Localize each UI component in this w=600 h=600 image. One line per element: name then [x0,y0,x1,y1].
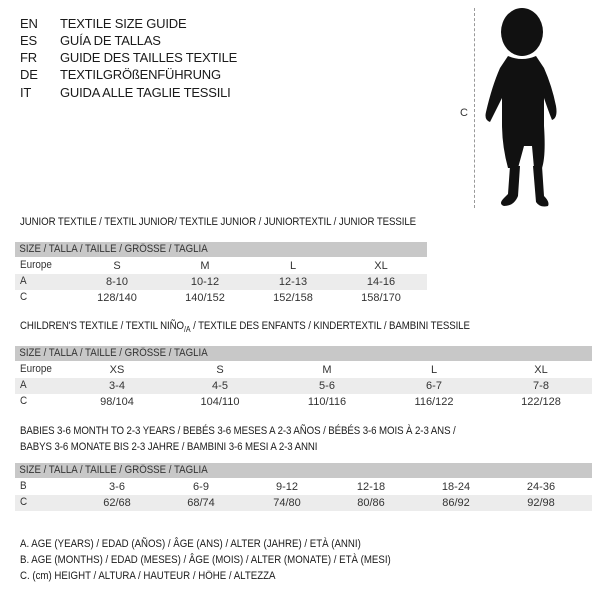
babies-section-title-line2: BABYS 3-6 MONATE BIS 2-3 JAHRE / BAMBINI… [20,441,318,453]
babies-size-header: SIZE / TALLA / TAILLE / GRÖSSE / TAGLIA [15,463,592,478]
table-row: Europe XS S M L XL [20,363,548,376]
table-row: B 3-6 6-9 9-12 12-18 18-24 24-36 [20,480,556,493]
legend-item: A. AGE (YEARS) / EDAD (AÑOS) / ÂGE (ANS)… [20,538,361,550]
height-measure-label: C [460,107,468,119]
child-silhouette-icon [485,8,557,207]
lang-code: FR [20,50,37,65]
lang-code: ES [20,33,37,48]
table-row: A 3-4 4-5 5-6 6-7 7-8 [15,378,592,394]
table-row: C 98/104 104/110 110/116 116/122 122/128 [20,395,561,408]
lang-title: TEXTILE SIZE GUIDE [60,16,187,31]
table-row: A 8-10 10-12 12-13 14-16 [15,274,427,290]
junior-size-header: SIZE / TALLA / TAILLE / GRÖSSE / TAGLIA [15,242,427,257]
children-size-header: SIZE / TALLA / TAILLE / GRÖSSE / TAGLIA [15,346,592,361]
lang-code: DE [20,67,38,82]
table-row: C 128/140 140/152 152/158 158/170 [20,291,401,304]
table-row: Europe S M L XL [20,259,388,272]
lang-title: GUIDA ALLE TAGLIE TESSILI [60,85,231,100]
junior-section-title: JUNIOR TEXTILE / TEXTIL JUNIOR/ TEXTILE … [20,216,417,228]
lang-title: GUÍA DE TALLAS [60,33,161,48]
children-section-title: CHILDREN'S TEXTILE / TEXTIL NIÑO/A / TEX… [20,320,470,335]
table-row: C 62/68 68/74 74/80 80/86 86/92 92/98 [15,495,592,511]
lang-title: TEXTILGRÖßENFÜHRUNG [60,67,221,82]
height-measure-line [474,8,475,208]
lang-code: EN [20,16,38,31]
babies-section-title-line1: BABIES 3-6 MONTH TO 2-3 YEARS / BEBÉS 3-… [20,425,456,437]
lang-code: IT [20,85,32,100]
lang-title: GUIDE DES TAILLES TEXTILE [60,50,238,65]
legend-item: B. AGE (MONTHS) / EDAD (MESES) / ÂGE (MO… [20,554,391,566]
legend-item: C. (cm) HEIGHT / ALTURA / HAUTEUR / HÖHE… [20,570,276,582]
